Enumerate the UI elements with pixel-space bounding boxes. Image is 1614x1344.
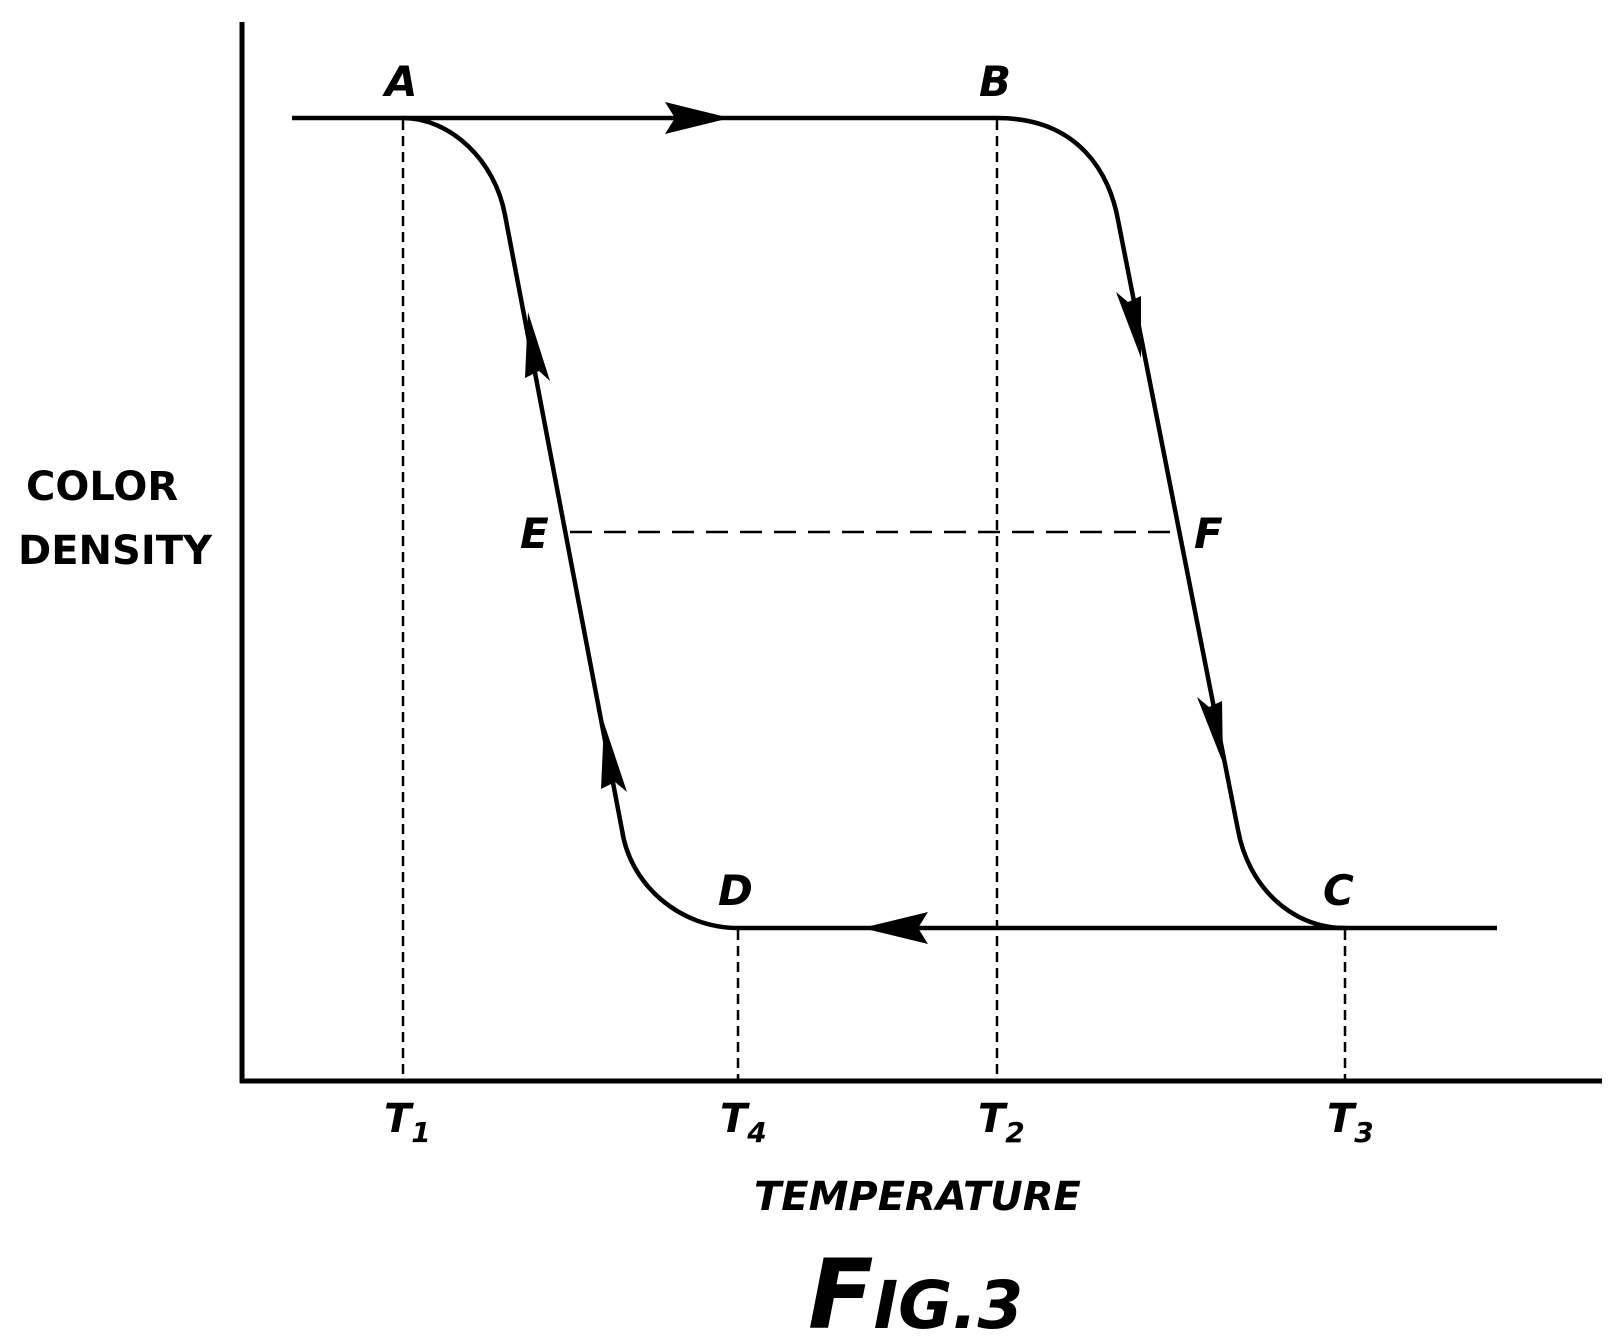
figure-caption: FIG.3 xyxy=(808,1239,1023,1344)
point-label-c: C xyxy=(1323,866,1354,915)
curve-right-branch xyxy=(997,118,1345,928)
curve-left-branch xyxy=(403,118,738,928)
tick-label-t4: T4 xyxy=(720,1096,767,1149)
point-label-a: A xyxy=(382,57,418,106)
x-axis-label: TEMPERATURE xyxy=(754,1174,1081,1220)
y-axis-label-line-1: COLOR xyxy=(26,464,178,510)
arrow-right-down-upper xyxy=(1116,292,1141,358)
y-axis-label-line-2: DENSITY xyxy=(18,528,213,574)
point-label-b: B xyxy=(979,57,1011,106)
point-label-e: E xyxy=(520,509,549,558)
tick-label-t2: T2 xyxy=(978,1096,1025,1149)
tick-label-t3: T3 xyxy=(1327,1096,1374,1149)
tick-label-t1: T1 xyxy=(384,1096,431,1149)
point-label-f: F xyxy=(1194,509,1223,558)
arrow-left-up-upper xyxy=(525,312,550,381)
point-label-d: D xyxy=(718,866,753,915)
arrow-left-up-lower xyxy=(601,723,627,792)
arrow-right-down-lower xyxy=(1197,697,1223,763)
